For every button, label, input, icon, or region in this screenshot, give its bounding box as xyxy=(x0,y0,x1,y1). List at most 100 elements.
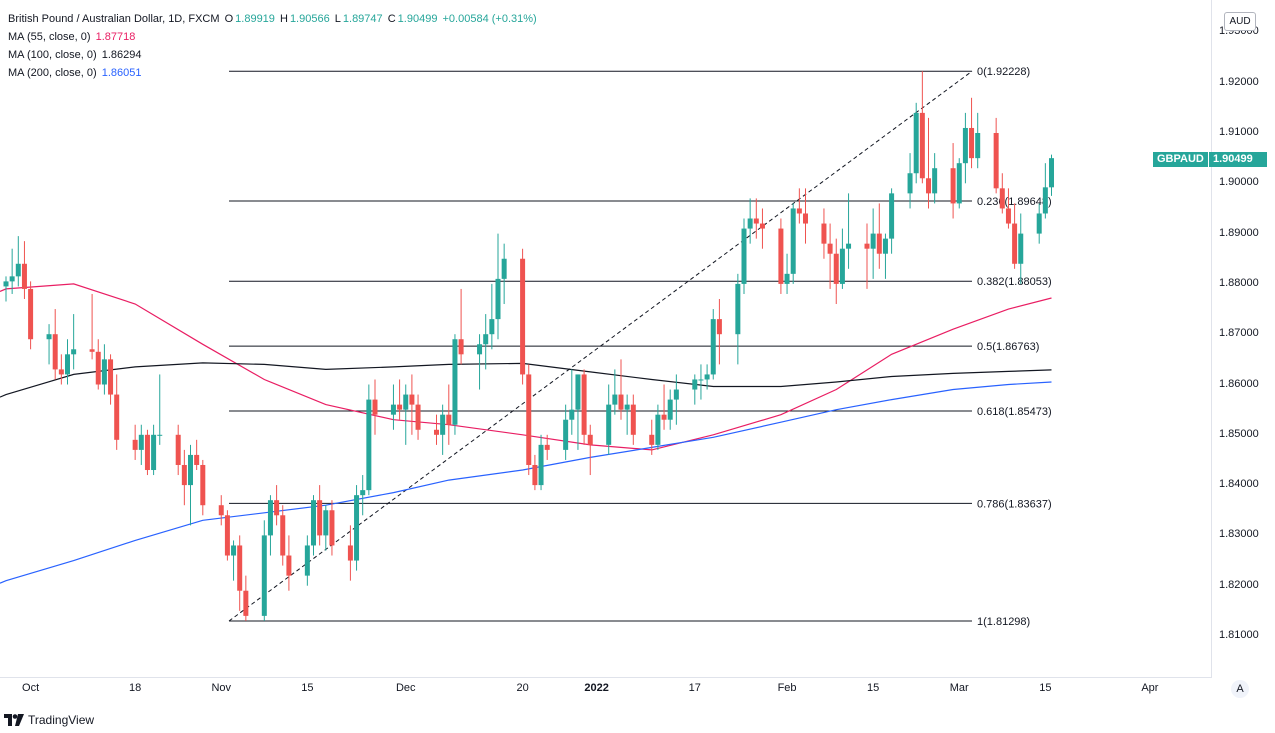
candle-body xyxy=(839,248,845,284)
candle-body xyxy=(692,379,698,390)
candle-body xyxy=(501,258,507,279)
candle-body xyxy=(489,319,495,335)
candle-body xyxy=(704,374,710,380)
candle-body xyxy=(544,444,550,450)
candle-body xyxy=(101,359,107,385)
time-tick-label: Apr xyxy=(1141,682,1159,694)
candle-body xyxy=(532,464,538,486)
indicator-ma55-value: 1.87718 xyxy=(95,31,136,43)
time-tick-label: 18 xyxy=(129,682,142,694)
candle-body xyxy=(667,399,673,420)
candle-body xyxy=(261,535,267,616)
indicator-ma100-label: MA (100, close, 0) xyxy=(8,49,97,61)
candle-body xyxy=(89,349,95,352)
candle-body xyxy=(151,434,157,471)
candle-body xyxy=(323,510,329,536)
candle-body xyxy=(415,404,421,430)
candle-body xyxy=(434,429,439,435)
candle-body xyxy=(65,354,70,375)
candle-body xyxy=(698,379,704,381)
candle-body xyxy=(520,258,526,375)
candle-body xyxy=(833,253,839,284)
price-axis[interactable]: 1.93000 1.92000 1.91000 1.90000 1.89000 1.880… xyxy=(1212,0,1275,677)
symbol-title: British Pound / Australian Dollar, 1D, F… xyxy=(8,13,220,25)
candle-body xyxy=(347,545,353,561)
open-value: 1.89919 xyxy=(235,13,275,25)
candle-body xyxy=(932,168,938,194)
candle-body xyxy=(108,359,114,395)
fib-label-0.5: 0.5(1.86763) xyxy=(977,341,1039,353)
candle-body xyxy=(317,500,323,536)
ma55-line xyxy=(0,283,1052,451)
candle-body xyxy=(280,515,286,556)
fib-label-0.618: 0.618(1.85473) xyxy=(977,406,1052,418)
candle-body xyxy=(446,414,452,425)
candle-body xyxy=(624,404,630,410)
candle-body xyxy=(870,233,876,249)
candle-body xyxy=(784,273,790,284)
indicator-ma100[interactable]: MA (100, close, 0) 1.86294 xyxy=(8,49,143,61)
currency-button[interactable]: AUD xyxy=(1224,12,1256,31)
price-tick-label: 1.92000 xyxy=(1219,75,1259,88)
candle-body xyxy=(581,374,587,435)
candle-body xyxy=(919,112,925,179)
chart-pane[interactable]: 0(1.92228) 0.236(1.89648) 0.382(1.88053) 0.… xyxy=(0,0,1212,678)
time-axis[interactable]: Oct 18 Nov 15 Dec 20 2022 17 Feb 15 Mar 15 Apr xyxy=(0,678,1211,700)
candle-body xyxy=(889,193,895,239)
candle-body xyxy=(95,351,101,385)
candle-body xyxy=(46,334,52,340)
candle-body xyxy=(304,545,310,576)
candle-body xyxy=(563,419,569,450)
candle-body xyxy=(969,127,975,159)
candle-body xyxy=(397,404,403,410)
low-value: 1.89747 xyxy=(342,13,383,25)
tradingview-icon xyxy=(4,714,24,726)
candle-body xyxy=(1018,233,1024,264)
candle-body xyxy=(237,545,243,591)
time-tick-label: 15 xyxy=(1039,682,1052,694)
candle-body xyxy=(267,500,273,536)
candle-body xyxy=(618,394,624,410)
candle-body xyxy=(975,133,981,159)
candle-body xyxy=(630,404,636,435)
candle-body xyxy=(138,434,144,450)
candle-body xyxy=(181,464,187,486)
chart-canvas[interactable]: 0(1.92228) 0.236(1.89648) 0.382(1.88053) 0.… xyxy=(0,0,1211,677)
change-value: +0.00584 (+0.31%) xyxy=(442,13,537,25)
candle-body xyxy=(612,394,618,405)
open-label: O xyxy=(224,13,234,25)
candle-body xyxy=(132,439,138,450)
candle-body xyxy=(458,339,464,355)
fib-label-1: 1(1.81298) xyxy=(977,616,1030,628)
price-tick-label: 1.89000 xyxy=(1219,226,1259,239)
candle-body xyxy=(188,454,193,486)
candle-body xyxy=(864,243,870,249)
candle-body xyxy=(876,233,882,254)
fib-trend-line xyxy=(228,70,973,622)
candle-body xyxy=(218,505,224,516)
indicator-ma200[interactable]: MA (200, close, 0) 1.86051 xyxy=(8,67,143,79)
indicator-ma55[interactable]: MA (55, close, 0) 1.87718 xyxy=(8,31,137,43)
candle-body xyxy=(477,344,483,355)
high-value: 1.90566 xyxy=(289,13,330,25)
candle-body xyxy=(403,394,409,410)
candle-body xyxy=(655,414,661,445)
candle-body xyxy=(28,288,34,340)
candle-body xyxy=(926,178,931,194)
candle-body xyxy=(661,414,667,420)
candle-body xyxy=(194,454,200,465)
candle-body xyxy=(9,276,15,282)
tradingview-logo[interactable]: TradingView xyxy=(4,711,94,729)
candle-body xyxy=(21,263,27,289)
candle-body xyxy=(606,404,612,445)
candle-body xyxy=(114,394,120,440)
symbol-tag: GBPAUD xyxy=(1153,152,1208,167)
candle-body xyxy=(569,409,575,420)
price-tick-label: 1.83000 xyxy=(1219,528,1259,541)
price-tick-label: 1.86000 xyxy=(1219,377,1259,390)
candle-body xyxy=(1012,223,1018,264)
auto-scale-button[interactable]: A xyxy=(1231,680,1249,698)
candle-body xyxy=(157,434,163,436)
candle-body xyxy=(231,545,237,556)
candle-body xyxy=(175,434,181,465)
